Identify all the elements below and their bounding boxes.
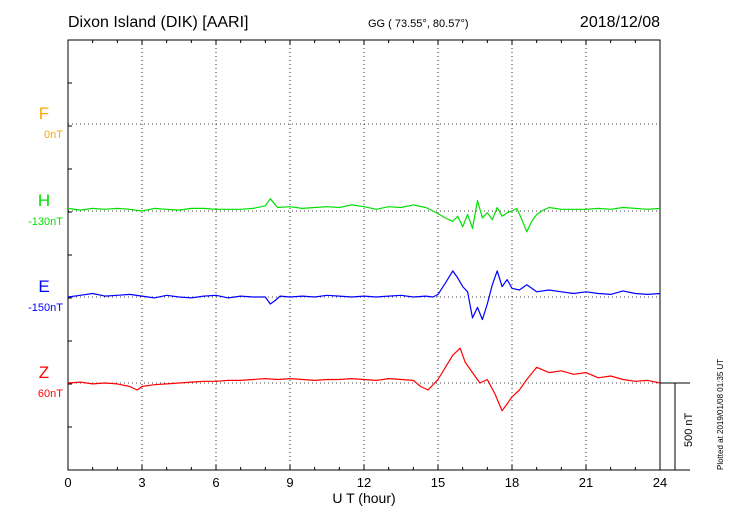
scale-bar: 500 nT [660,382,695,471]
series-offset-Z: 60nT [38,388,63,400]
x-axis-label: U T (hour) [332,490,395,506]
scale-bar-label: 500 nT [683,412,695,447]
x-tick-label: 6 [212,475,219,490]
x-tick-label: 9 [286,475,293,490]
series-offset-H: -130nT [28,216,63,228]
x-tick-label: 15 [431,475,445,490]
series-name-F: F [39,104,49,123]
date-label: 2018/12/08 [580,14,660,31]
x-tick-label: 3 [138,475,145,490]
x-tick-label: 12 [357,475,371,490]
x-tick-label: 24 [653,475,667,490]
series-name-Z: Z [39,363,49,382]
series-offset-F: 0nT [44,129,63,141]
plotted-note: Plotted at 2019/01/08 01:35 UT [716,359,725,470]
series-line-E [67,270,661,321]
series-line-H [67,198,661,233]
series-line-Z [67,347,661,412]
series-offset-E: -150nT [28,302,63,314]
x-axis-ticks: 0 3 6 9 12 15 18 21 24 [64,39,667,490]
series-lines [67,198,661,412]
grid-lines [68,40,660,470]
x-tick-label: 21 [579,475,593,490]
station-title: Dixon Island (DIK) [AARI] [68,14,249,31]
coordinates-label: GG ( 73.55°, 80.57°) [368,18,469,30]
series-name-H: H [38,191,50,210]
x-tick-label: 0 [64,475,71,490]
series-name-E: E [38,277,49,296]
x-tick-label: 18 [505,475,519,490]
series-labels: F 0nT H -130nT E -150nT Z 60nT [28,104,63,400]
